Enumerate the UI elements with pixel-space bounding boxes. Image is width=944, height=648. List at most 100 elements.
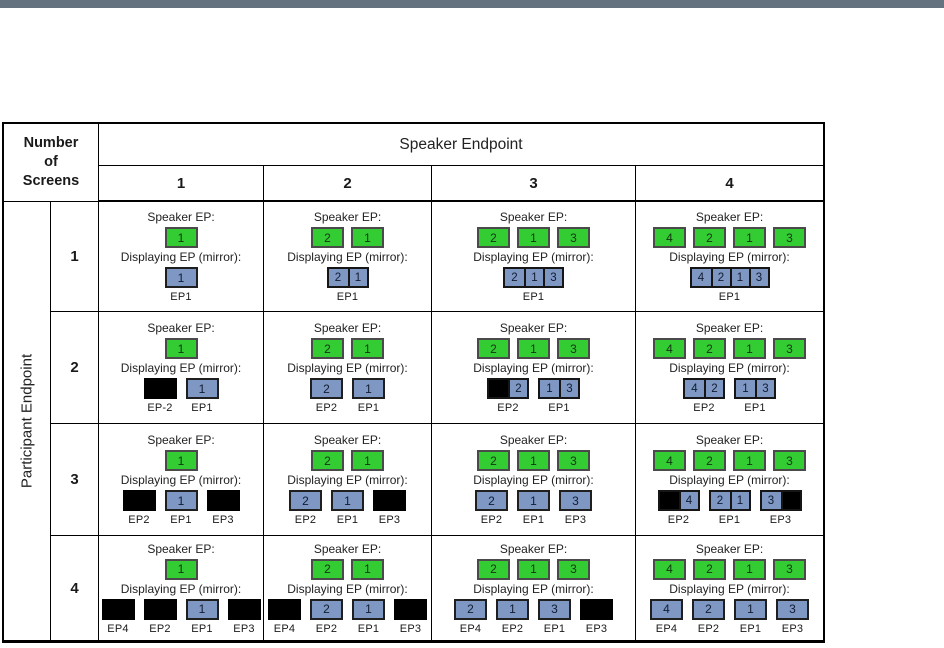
display-screen-box: 1 [185,378,219,399]
speaker-endpoint-header: Speaker Endpoint [99,124,823,165]
displaying-ep-caption: Displaying EP (mirror): [473,473,594,487]
speaker-screen-box: 2 [693,450,726,471]
displaying-ep-caption: Displaying EP (mirror): [120,473,242,487]
display-units: EP-2 1 EP1 [143,378,219,414]
speaker-col-header-3: 3 [432,166,635,201]
speaker-ep-caption: Speaker EP: [147,321,215,335]
speaker-screen-box: 1 [517,338,550,359]
speaker-screen-box: 3 [557,558,590,580]
speaker-screen-box: 2 [311,450,344,471]
display-screen-box: 1 [352,378,385,399]
matrix-cell-p2-s2: Speaker EP: 2 1 Displaying EP (mirror): 2 EP2… [264,312,431,423]
display-unit: 2 EP2 [475,490,508,526]
display-unit: EP4 [268,598,301,635]
display-screen-box: 1 [517,490,550,511]
display-units: EP4 EP2 1 EP1 EP3 [101,598,261,635]
display-screen-box: 1 [164,490,198,511]
inactive-screen-box [206,490,240,511]
display-screen-box: 1 [331,490,364,511]
display-unit: 1 3 EP1 [734,378,776,414]
speaker-ep-caption: Speaker EP: [695,321,764,335]
displaying-ep-caption: Displaying EP (mirror): [287,250,408,264]
ep-label: EP2 [667,514,690,526]
ep-label: EP1 [744,402,766,414]
speaker-screen-box: 3 [773,450,806,471]
display-units: EP4 2 EP2 1 EP1 EP3 [268,598,427,635]
displaying-ep-caption: Displaying EP (mirror): [669,361,790,375]
ep-label: EP1 [170,291,192,303]
displaying-ep-caption: Displaying EP (mirror): [669,581,790,596]
ep-label: EP2 [149,622,171,635]
display-unit: 2 EP2 [289,490,322,526]
display-screen-box: 1 [736,380,755,397]
display-screen-group: 3 [759,490,802,511]
display-screen-box: 3 [776,598,809,620]
ep-label: EP4 [655,622,678,635]
endpoint-table: Number of Screens Speaker Endpoint Parti… [2,122,825,643]
display-unit: 1 EP1 [517,490,550,526]
display-unit: EP-2 [143,378,177,414]
display-units: 2 EP2 1 EP1 EP3 [289,490,406,526]
display-screen-box: 2 [710,492,730,509]
matrix-cell-p4-s3: Speaker EP: 2 1 3 Displaying EP (mirror): 2 EP… [432,536,635,640]
ep-label: EP2 [497,402,519,414]
ep-label: EP3 [378,514,401,526]
matrix-cell-p3-s4: Speaker EP: 4 2 1 3 Displaying EP (mirror): 4 E… [636,424,823,535]
display-units: 4 2 EP2 1 3 EP1 [683,378,776,414]
display-screen-box: 1 [729,269,749,286]
display-unit: 2 1 EP1 [708,490,751,526]
display-screen-box: 2 [710,269,730,286]
display-unit: 4 EP2 [657,490,700,526]
ep-label: EP4 [107,622,129,635]
matrix-cell-p3-s3: Speaker EP: 2 1 3 Displaying EP (mirror): 2 EP… [432,424,635,535]
display-unit: 3 EP1 [538,598,571,635]
speaker-screen-box: 1 [351,558,384,580]
ep-label: EP1 [170,514,192,526]
ep-label: EP1 [357,402,380,414]
speaker-screen-box: 1 [351,227,384,248]
display-screen-box: 1 [496,598,529,620]
matrix-cell-p1-s4: Speaker EP: 4 2 1 3 Displaying EP (mirror): 4 2… [636,202,823,311]
display-screen-box: 2 [704,380,723,397]
inactive-screen-box [143,598,177,620]
speaker-screen-box: 3 [773,558,806,580]
top-bar [0,0,944,8]
inactive-screen-box [268,598,301,620]
speaker-screens: 1 [164,227,198,248]
ep-label: EP3 [233,622,255,635]
speaker-screen-box: 4 [653,450,686,471]
display-unit: 3 EP3 [759,490,802,526]
display-unit: 1 EP1 [185,598,219,635]
displaying-ep-caption: Displaying EP (mirror): [473,361,594,375]
display-screen-box: 1 [734,598,767,620]
speaker-screen-box: 1 [517,450,550,471]
display-screen-box: 2 [475,490,508,511]
display-screen-box: 3 [559,380,578,397]
ep-label: EP3 [769,514,792,526]
displaying-ep-caption: Displaying EP (mirror): [120,250,242,264]
speaker-ep-caption: Speaker EP: [695,433,764,447]
participant-row-header-3: 3 [51,424,98,535]
ep-label: EP1 [548,402,570,414]
matrix-cell-p3-s1: Speaker EP: 1 Displaying EP (mirror): EP2 1 E… [99,424,263,535]
ep-label: EP-2 [147,402,173,414]
ep-label: EP2 [697,622,720,635]
speaker-screen-box: 1 [733,450,766,471]
display-unit: 1 EP1 [164,267,198,303]
displaying-ep-caption: Displaying EP (mirror): [287,581,408,596]
display-unit: EP3 [394,598,427,635]
display-unit: 1 EP1 [352,598,385,635]
speaker-screen-box: 2 [477,450,510,471]
display-unit: 2 EP4 [454,598,487,635]
speaker-screen-box: 4 [653,227,686,248]
ep-label: EP3 [212,514,234,526]
display-units: 2 1 3 EP1 [503,267,564,303]
speaker-screen-box: 3 [557,227,590,248]
display-unit: 1 EP1 [331,490,364,526]
